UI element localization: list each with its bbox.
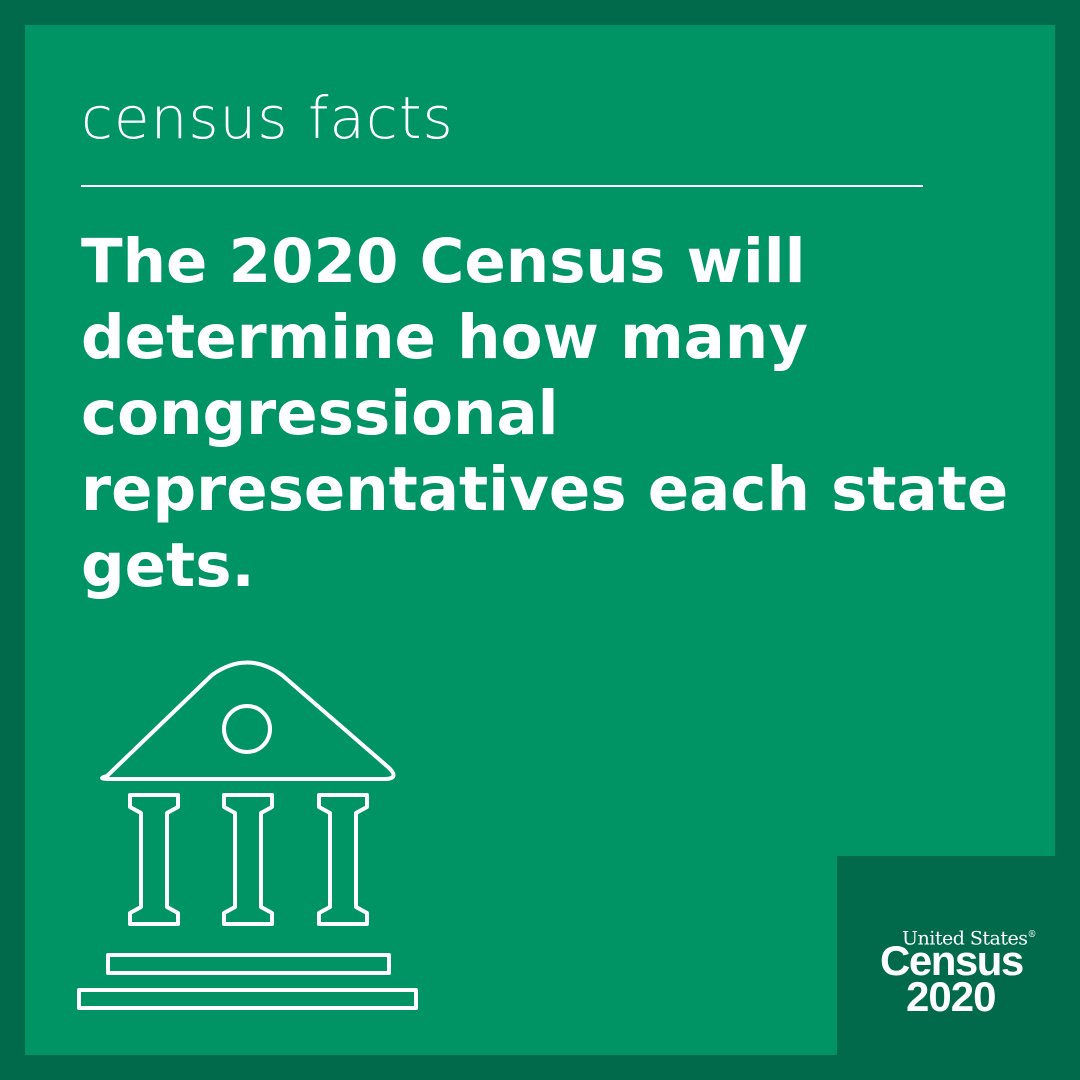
- registered-mark: ®: [1027, 930, 1037, 940]
- divider-rule: [81, 185, 923, 187]
- government-building-icon: [77, 660, 418, 1010]
- logo-top-line: United States: [902, 927, 1028, 950]
- section-kicker: census facts: [81, 84, 454, 152]
- logo-year: 2020: [906, 973, 996, 1020]
- fact-headline: The 2020 Census will determine how many …: [81, 226, 1009, 601]
- logo-corner-block: [837, 856, 1080, 1080]
- census-2020-logo: United States® Census 2020: [862, 920, 1052, 1020]
- logo-united-states: United States®: [902, 924, 1037, 950]
- logo-wordmark: Census: [880, 937, 1024, 984]
